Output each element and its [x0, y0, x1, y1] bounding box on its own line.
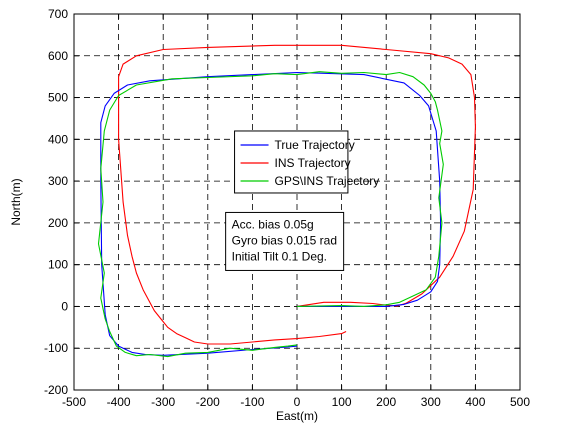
series-layer — [97, 44, 476, 358]
annotation-line-initial-tilt: Initial Tilt 0.1 Deg. — [232, 249, 327, 263]
axis-ticks — [73, 13, 521, 391]
x-tick-label: -200 — [196, 395, 220, 409]
y-tick-label: 100 — [48, 258, 68, 272]
legend-items: True Trajectory INS Trajectory GPS\INS Tra… — [240, 138, 380, 188]
series-line-true-trajectory — [100, 71, 442, 356]
legend-entry-ins-trajectory: INS Trajectory — [275, 156, 351, 170]
y-tick-label: 700 — [48, 7, 68, 21]
legend-entry-true-trajectory: True Trajectory — [275, 138, 355, 152]
x-tick-label: -300 — [151, 395, 175, 409]
annotation-line-acc-bias: Acc. bias 0.05g — [232, 217, 314, 231]
x-tick-label: -100 — [240, 395, 264, 409]
series-line-gps-ins-trajectory — [97, 71, 444, 358]
x-tick-label: -500 — [62, 395, 86, 409]
grid — [74, 14, 520, 390]
x-tick-label: 0 — [294, 395, 301, 409]
y-tick-label: 200 — [48, 216, 68, 230]
annotation-line-gyro-bias: Gyro bias 0.015 rad — [232, 233, 337, 247]
x-axis-label: East(m) — [276, 409, 318, 423]
x-tick-label: 100 — [332, 395, 352, 409]
y-tick-label: 0 — [61, 299, 68, 313]
x-tick-label: 300 — [421, 395, 441, 409]
y-tick-label: -200 — [44, 383, 68, 397]
y-tick-label: 400 — [48, 132, 68, 146]
annotation-box-frame — [225, 211, 345, 271]
legend-box — [234, 130, 349, 194]
y-axis-label: North(m) — [9, 178, 23, 225]
annotation-box: Acc. bias 0.05g Gyro bias 0.015 rad Init… — [225, 211, 345, 271]
legend: True Trajectory INS Trajectory GPS\INS Tra… — [234, 130, 380, 194]
tick-labels: -500 -400 -300 -200 -100 0 100 200 300 400 500 -200… — [44, 7, 530, 409]
x-tick-label: -400 — [107, 395, 131, 409]
series-line-ins-trajectory — [118, 44, 476, 345]
y-tick-label: 500 — [48, 91, 68, 105]
y-tick-label: -100 — [44, 341, 68, 355]
y-tick-label: 300 — [48, 174, 68, 188]
y-tick-label: 600 — [48, 49, 68, 63]
x-tick-label: 200 — [376, 395, 396, 409]
plot-frame — [73, 13, 521, 391]
x-tick-label: 400 — [465, 395, 485, 409]
x-tick-label: 500 — [510, 395, 530, 409]
legend-entry-gps-ins-trajectory: GPS\INS Trajectory — [275, 174, 380, 188]
